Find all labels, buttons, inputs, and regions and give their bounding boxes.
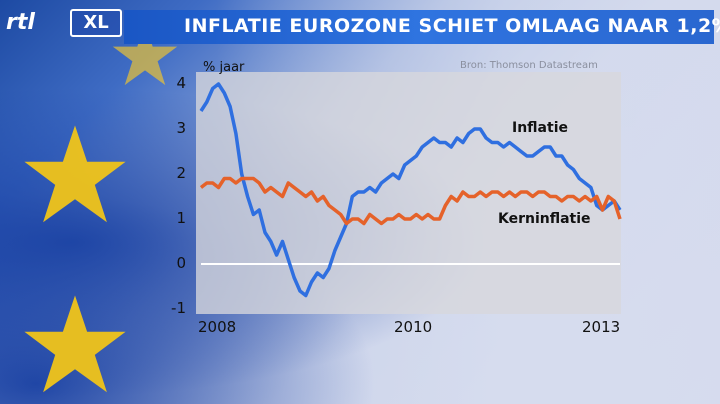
headline-title: INFLATIE EUROZONE SCHIET OMLAAG NAAR 1,2… — [184, 15, 720, 37]
y-tick-label: 2 — [176, 164, 186, 182]
series-label-kerninflatie: Kerninflatie — [498, 211, 591, 227]
series-line-kerninflatie — [199, 176, 622, 226]
series-label-inflatie: Inflatie — [512, 120, 568, 136]
eu-star-icon — [24, 125, 126, 223]
chart-plot-area — [196, 72, 621, 314]
x-tick-label: 2010 — [394, 318, 433, 336]
series-line-inflatie — [199, 82, 622, 298]
y-tick-label: 1 — [176, 209, 186, 227]
eu-star-icon — [112, 23, 178, 86]
y-tick-label: 3 — [176, 119, 186, 137]
rtl-logo: rtl — [6, 10, 35, 35]
y-tick-label: 4 — [176, 74, 186, 92]
eu-star-icon — [24, 295, 126, 393]
xl-logo-badge: XL — [70, 9, 122, 37]
headline-bar — [124, 10, 714, 44]
x-tick-label: 2013 — [582, 318, 621, 336]
y-axis-label: % jaar — [203, 60, 245, 75]
x-tick-label: 2008 — [198, 318, 237, 336]
chart-source-note: Bron: Thomson Datastream — [460, 60, 598, 71]
y-tick-label: 0 — [176, 254, 186, 272]
y-tick-label: -1 — [171, 299, 186, 317]
